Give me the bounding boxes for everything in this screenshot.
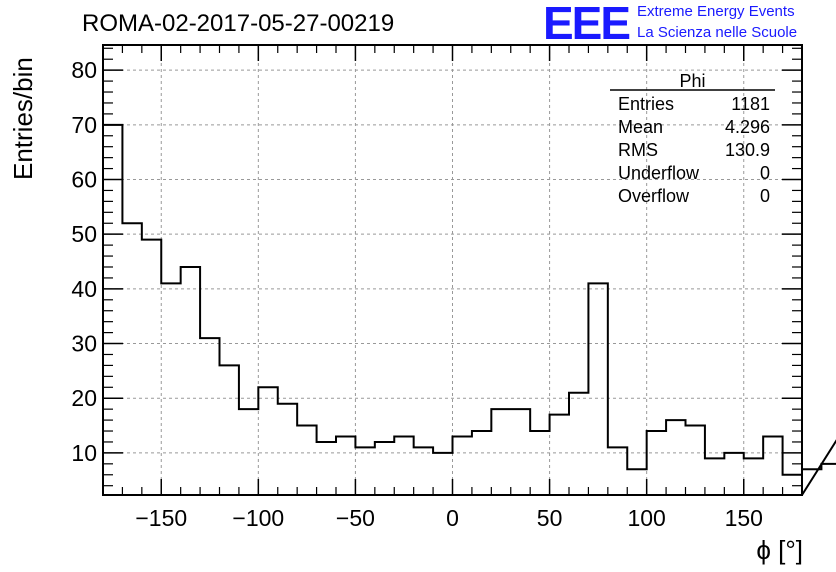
histogram-bar [783,475,802,495]
chart-title: ROMA-02-2017-05-27-00219 [82,10,395,37]
x-axis-label: ϕ [°] [756,535,803,565]
histogram-bar [122,223,141,495]
stats-row-value: 0 [760,163,770,183]
x-tick-label: −100 [232,505,284,531]
stats-row-value: 4.296 [725,117,770,137]
histogram-outline [102,123,836,496]
x-tick-label: −150 [135,505,187,531]
histogram-bar [239,409,258,495]
histogram-bar [511,409,530,495]
stats-row-label: Overflow [618,186,690,206]
histogram-bar [355,447,374,495]
histogram-bar [763,436,782,495]
y-tick-label: 60 [71,167,97,193]
stats-row-label: Underflow [618,163,700,183]
x-tick-label: 50 [537,505,563,531]
histogram-bar [686,426,705,495]
histogram-bar [724,453,743,495]
stats-row-value: 1181 [731,94,770,114]
stats-row-label: RMS [618,140,658,160]
histogram-bar [491,409,510,495]
stats-row-label: Entries [618,94,674,114]
y-tick-label: 30 [71,331,97,357]
y-tick-label: 10 [71,440,97,466]
histogram-bar [472,431,491,495]
histogram-bar [666,420,685,495]
stats-box-title: Phi [679,71,705,91]
histogram-bar [569,393,588,495]
histogram-bar [705,458,724,495]
x-tick-label: 150 [725,505,763,531]
histogram-bar [258,387,277,495]
histogram-bar [394,436,413,495]
histogram-bar [375,442,394,495]
stats-row-value: 130.9 [725,140,770,160]
histogram-bar [530,431,549,495]
stats-row-value: 0 [760,186,770,206]
histogram-bar [278,404,297,495]
histogram-bar [414,447,433,495]
y-tick-label: 50 [71,221,97,247]
histogram-bar [220,365,239,495]
histogram-bar [608,447,627,495]
histogram-bar [200,338,219,495]
histogram-bar [433,453,452,495]
stats-row-label: Mean [618,117,663,137]
histogram-bar [802,469,821,495]
x-tick-label: 0 [446,505,459,531]
histogram-bar [181,267,200,495]
histogram-bar [336,436,355,495]
logo-line-1: Extreme Energy Events [637,3,795,20]
histogram-bar [161,283,180,495]
histogram-bar [142,240,161,495]
y-tick-label: 20 [71,385,97,411]
logo-line-2: La Scienza nelle Scuole [637,24,798,41]
histogram-bar [317,442,336,495]
histogram-bar [103,125,122,495]
y-tick-label: 80 [71,57,97,83]
y-tick-label: 40 [71,276,97,302]
x-tick-label: 100 [627,505,665,531]
histogram-bar [550,415,569,495]
y-tick-label: 70 [71,112,97,138]
histogram-bar [647,431,666,495]
histogram-bar [453,436,472,495]
eee-logo: EEE [543,0,631,49]
histogram-bar [588,283,607,495]
histogram-bar [627,469,646,495]
histogram-bar [744,458,763,495]
histogram-bar [821,464,836,495]
x-tick-label: −50 [336,505,375,531]
histogram-bar [297,426,316,495]
